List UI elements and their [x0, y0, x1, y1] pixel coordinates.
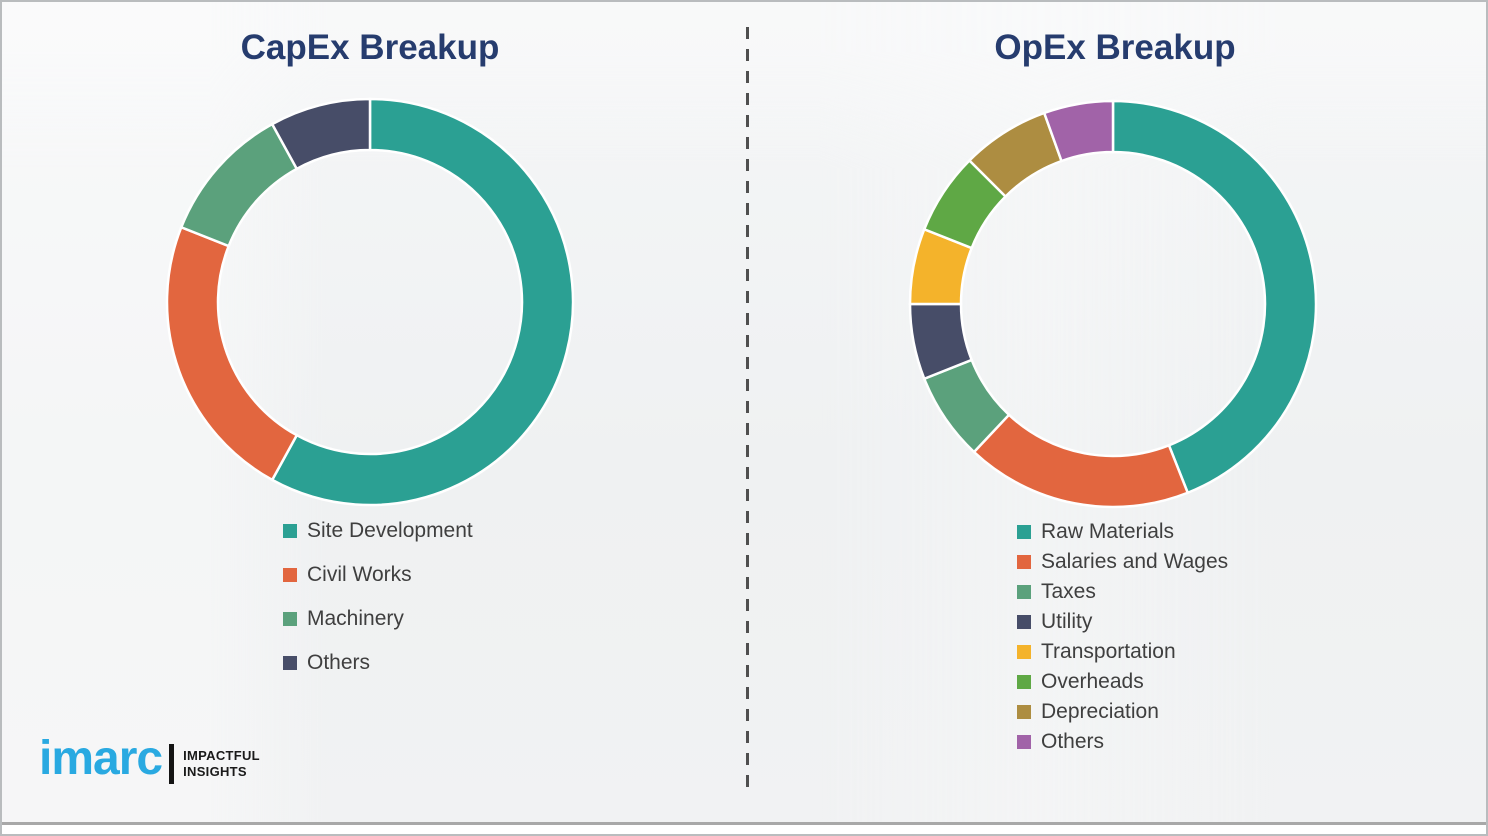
legend-label: Salaries and Wages [1041, 550, 1229, 573]
logo-tagline-line1: IMPACTFUL [183, 748, 260, 764]
legend-item-depreciation: Depreciation [1017, 697, 1228, 727]
donut-segment-civil-works [165, 225, 299, 482]
imarc-logo: imarc IMPACTFUL INSIGHTS [39, 735, 260, 787]
logo-tagline: IMPACTFUL INSIGHTS [183, 748, 260, 779]
opex-legend: Raw Materials Salaries and Wages Taxes Util… [1017, 517, 1228, 757]
legend-item-transportation: Transportation [1017, 637, 1228, 667]
legend-swatch [1017, 735, 1031, 749]
legend-item-utility: Utility [1017, 607, 1228, 637]
opex-title: OpEx Breakup [994, 28, 1236, 67]
legend-item-salaries-and-wages: Salaries and Wages [1017, 547, 1228, 577]
legend-label: Transportation [1041, 640, 1176, 663]
legend-swatch [283, 612, 297, 626]
imarc-logo-wordmark: imarc [39, 732, 163, 785]
legend-swatch [283, 524, 297, 538]
legend-item-taxes: Taxes [1017, 577, 1228, 607]
legend-item-civil-works: Civil Works [283, 553, 473, 597]
legend-swatch [1017, 555, 1031, 569]
legend-label: Others [307, 651, 371, 674]
legend-label: Machinery [307, 607, 404, 630]
legend-label: Depreciation [1041, 700, 1159, 723]
donut-segment-raw-materials [1111, 99, 1318, 495]
legend-label: Taxes [1041, 580, 1096, 603]
donut-segment-machinery [179, 122, 299, 248]
donut-segment-salaries-and-wages [972, 413, 1190, 509]
legend-label: Raw Materials [1041, 520, 1175, 543]
legend-label: Civil Works [307, 563, 412, 586]
bottom-border-strip [2, 822, 1486, 834]
legend-label: Site Development [307, 519, 473, 542]
legend-label: Utility [1041, 610, 1093, 633]
legend-item-machinery: Machinery [283, 597, 473, 641]
legend-item-raw-materials: Raw Materials [1017, 517, 1228, 547]
legend-item-others: Others [1017, 727, 1228, 757]
vertical-dashed-divider [746, 27, 749, 792]
legend-swatch [1017, 705, 1031, 719]
legend-swatch [1017, 585, 1031, 599]
legend-swatch [283, 568, 297, 582]
legend-swatch [1017, 645, 1031, 659]
logo-tagline-line2: INSIGHTS [183, 764, 247, 779]
legend-label: Others [1041, 730, 1105, 753]
legend-item-site-development: Site Development [283, 509, 473, 553]
legend-swatch [1017, 525, 1031, 539]
legend-item-others: Others [283, 641, 473, 685]
logo-separator-bar [169, 744, 175, 784]
capex-donut-chart [165, 97, 575, 507]
legend-swatch [1017, 675, 1031, 689]
opex-donut-chart [908, 99, 1318, 509]
capex-legend: Site Development Civil Works Machinery Othe… [283, 509, 473, 685]
donut-segment-others [1042, 99, 1115, 163]
legend-item-overheads: Overheads [1017, 667, 1228, 697]
legend-swatch [283, 656, 297, 670]
donut-segment-site-development [270, 97, 575, 507]
legend-label: Overheads [1041, 670, 1144, 693]
capex-title: CapEx Breakup [240, 28, 500, 67]
legend-swatch [1017, 615, 1031, 629]
donut-segment-others [270, 97, 372, 171]
